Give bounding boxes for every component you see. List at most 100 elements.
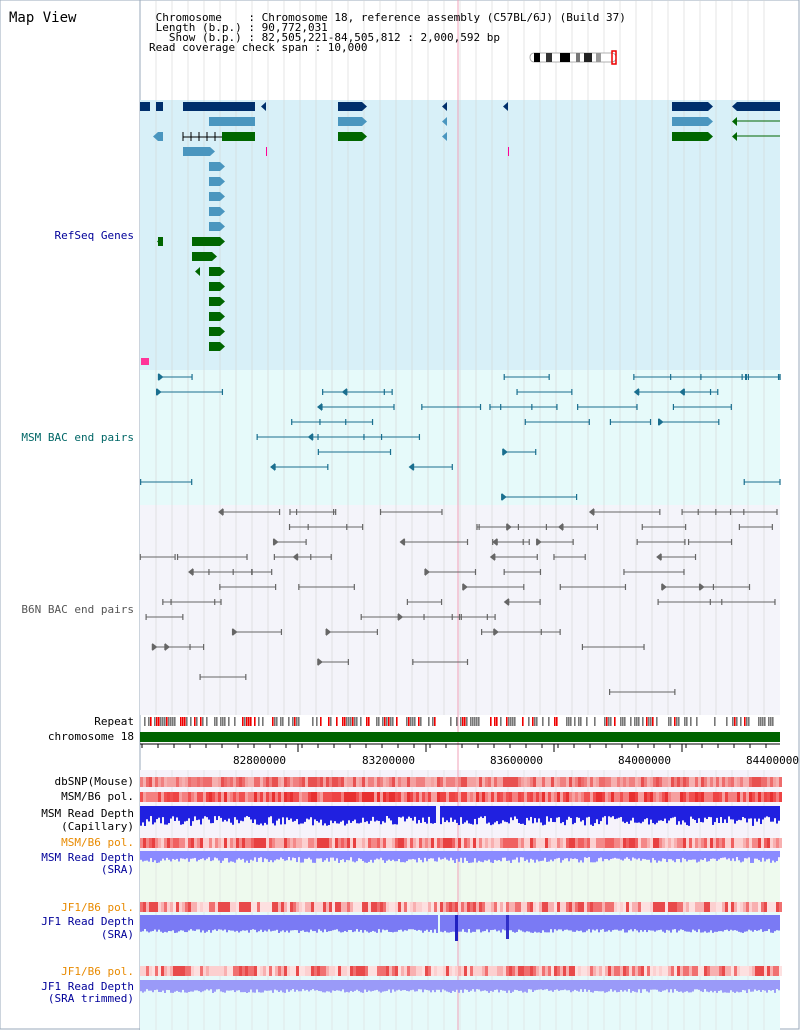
msm-pol-sra-cell [473, 838, 476, 848]
track-label-msm-pol[interactable]: MSM/B6 pol. [61, 790, 134, 803]
jf1-depth-bar [738, 915, 740, 932]
gene-feature[interactable] [140, 102, 150, 111]
jf1-pol-trim-cell [176, 966, 179, 976]
jf1-depth-bar [476, 915, 478, 930]
dbsnp-cell [635, 777, 638, 787]
dbsnp-cell [524, 777, 527, 787]
gene-feature[interactable] [209, 162, 220, 171]
track-label-msm-depth-cap-1[interactable]: MSM Read Depth [41, 807, 134, 820]
jf1-pol-cell [620, 902, 623, 912]
msm-depth-sra-bar [180, 851, 182, 859]
msm-depth-cap-bar [520, 806, 522, 824]
track-label-msm-depth-cap-2: (Capillary) [61, 820, 134, 833]
gene-feature[interactable] [222, 132, 255, 141]
repeat-segment [674, 717, 676, 726]
gene-feature[interactable] [158, 237, 163, 246]
track-label-jf1-depth-trim-1[interactable]: JF1 Read Depth [41, 980, 134, 993]
msm-depth-cap-bar [322, 806, 324, 826]
msm-pol-cell [533, 792, 536, 802]
track-label-msm-bac[interactable]: MSM BAC end pairs [21, 431, 134, 444]
gene-feature[interactable] [209, 342, 220, 351]
msm-depth-sra-bar [582, 851, 584, 863]
gene-feature[interactable] [192, 252, 212, 261]
track-label-dbsnp[interactable]: dbSNP(Mouse) [54, 775, 134, 788]
jf1-pol-cell [437, 902, 440, 912]
msm-pol-sra-cell [230, 838, 233, 848]
gene-feature[interactable] [209, 192, 220, 201]
jf1-pol-cell [275, 902, 278, 912]
msm-depth-cap-bar [444, 806, 446, 823]
gene-feature[interactable] [183, 102, 255, 111]
jf1-pol-cell [608, 902, 611, 912]
dbsnp-cell [764, 777, 767, 787]
jf1-depth-bar [524, 915, 526, 933]
msm-depth-cap-bar [166, 806, 168, 825]
jf1-depth-trim-bar [618, 980, 620, 992]
msm-depth-cap-bar [398, 806, 400, 818]
msm-depth-cap-bar [324, 806, 326, 824]
msm-pol-sra-cell [185, 838, 188, 848]
jf1-depth-bar [692, 915, 694, 930]
gene-feature[interactable] [672, 132, 708, 141]
msm-pol-sra-cell [503, 838, 506, 848]
track-label-msm-depth-sra-1[interactable]: MSM Read Depth [41, 851, 134, 864]
track-label-chromosome[interactable]: chromosome 18 [47, 730, 134, 743]
jf1-pol-cell [383, 902, 386, 912]
gene-feature[interactable] [338, 102, 362, 111]
jf1-pol-trim-cell [422, 966, 425, 976]
jf1-pol-trim-cell [212, 966, 215, 976]
track-label-jf1-pol[interactable]: JF1/B6 pol. [61, 901, 134, 914]
gene-feature[interactable] [737, 102, 780, 111]
gene-feature[interactable] [192, 237, 220, 246]
gene-feature[interactable] [209, 207, 220, 216]
gene-feature[interactable] [183, 147, 210, 156]
gene-feature[interactable] [672, 102, 708, 111]
track-label-repeat[interactable]: Repeat [94, 715, 134, 728]
gene-feature[interactable] [209, 177, 220, 186]
dbsnp-cell [215, 777, 218, 787]
msm-depth-cap-bar [734, 806, 736, 824]
track-label-msm-pol-sra[interactable]: MSM/B6 pol. [61, 836, 134, 849]
jf1-pol-trim-cell [743, 966, 746, 976]
gene-feature[interactable] [209, 297, 220, 306]
gene-feature[interactable] [158, 132, 163, 141]
gene-feature[interactable] [338, 132, 362, 141]
gene-feature[interactable] [156, 102, 163, 111]
gene-feature[interactable] [672, 117, 708, 126]
jf1-pol-cell [734, 902, 737, 912]
gene-feature[interactable] [209, 117, 255, 126]
jf1-pol-cell [590, 902, 593, 912]
gene-feature[interactable] [209, 282, 220, 291]
msm-pol-sra-cell [281, 838, 284, 848]
repeat-segment [228, 717, 230, 726]
gene-feature[interactable] [338, 117, 362, 126]
gene-feature[interactable] [209, 222, 220, 231]
msm-pol-sra-cell [668, 838, 671, 848]
jf1-depth-trim-bar [268, 980, 270, 991]
msm-depth-cap-bar [446, 806, 448, 821]
msm-pol-cell [344, 792, 347, 802]
dbsnp-cell [359, 777, 362, 787]
msm-depth-sra-bar [168, 851, 170, 860]
jf1-depth-bar [180, 915, 182, 931]
gene-feature[interactable] [209, 267, 220, 276]
msm-depth-cap-bar [664, 806, 666, 819]
msm-pol-sra-cell [416, 838, 419, 848]
msm-depth-cap-bar [428, 806, 430, 817]
msm-depth-cap-bar [142, 806, 144, 823]
repeat-segment [344, 717, 346, 726]
repeat-segment [406, 717, 408, 726]
track-label-refseq[interactable]: RefSeq Genes [54, 229, 134, 242]
track-label-b6n-bac[interactable]: B6N BAC end pairs [21, 603, 134, 616]
track-label-jf1-pol-trim[interactable]: JF1/B6 pol. [61, 965, 134, 978]
gene-feature[interactable] [209, 312, 220, 321]
msm-depth-sra-bar [300, 851, 302, 863]
header-show: Show (b.p.) : 82,505,221-84,505,812 : 2,… [149, 31, 500, 44]
repeat-segment [298, 717, 300, 726]
dbsnp-cell [392, 777, 395, 787]
msm-pol-sra-cell [515, 838, 518, 848]
gene-feature[interactable] [209, 327, 220, 336]
track-label-jf1-depth-1[interactable]: JF1 Read Depth [41, 915, 134, 928]
msm-depth-cap-bar [742, 806, 744, 817]
msm-depth-cap-bar [760, 806, 762, 825]
